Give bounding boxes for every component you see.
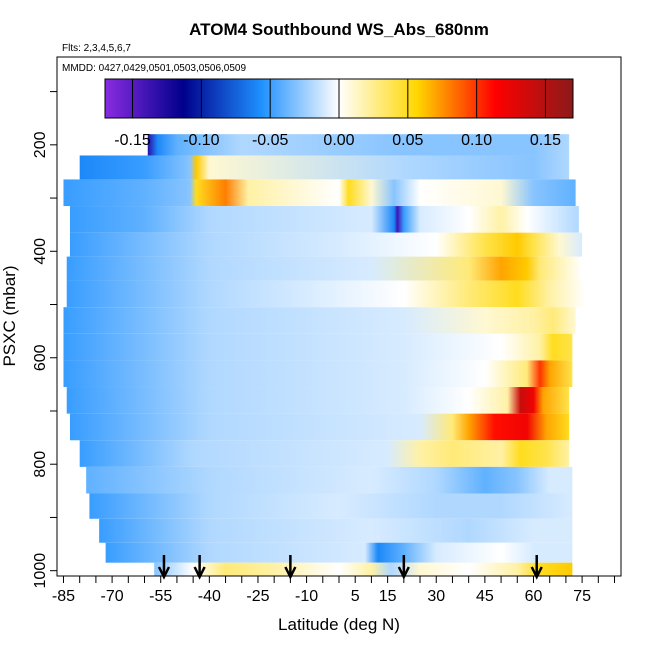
down-arrow-icon	[157, 555, 171, 580]
heatmap-row	[66, 387, 570, 414]
y-axis: 200 400 600 800 1000	[32, 91, 57, 589]
down-arrow-icon	[397, 555, 410, 580]
colorbar-tick-label: 0.05	[392, 132, 423, 149]
heatmap-row	[105, 542, 573, 563]
heatmap-row	[63, 360, 573, 388]
flight-arrows	[157, 555, 543, 580]
x-tick-label: 60	[525, 588, 543, 605]
colorbar-tick-label: -0.05	[252, 132, 289, 149]
x-tick-label: -40	[198, 588, 221, 605]
heatmap-row	[79, 155, 570, 180]
y-tick-label: 1000	[32, 553, 49, 589]
x-tick-label: -55	[149, 588, 172, 605]
colorbar-tick-label: 0.15	[530, 132, 561, 149]
dates-note: MMDD: 0427,0429,0501,0503,0506,0509	[62, 63, 246, 74]
heatmap-row	[63, 179, 576, 207]
down-arrow-icon	[193, 555, 206, 580]
heatmap-row	[63, 307, 576, 334]
x-tick-label: 15	[379, 588, 397, 605]
x-tick-label: 5	[351, 588, 360, 605]
y-tick-label: 600	[32, 344, 49, 371]
x-tick-label: -85	[52, 588, 75, 605]
x-axis: -85 -70 -55 -40 -25 -10 5 15 30 45 60 75	[52, 576, 616, 605]
heatmap-row	[66, 280, 586, 308]
heatmap-row	[63, 333, 573, 361]
heatmap-row	[69, 232, 583, 257]
heatmap-row	[69, 413, 570, 441]
colorbar-tick-label: 0.10	[461, 132, 492, 149]
heatmap-row	[147, 134, 570, 156]
y-tick-label: 800	[32, 451, 49, 478]
heatmap-row	[99, 518, 573, 543]
x-axis-label: Latitude (deg N)	[278, 615, 400, 634]
flights-note: Flts: 2,3,4,5,6,7	[62, 43, 131, 54]
x-tick-label: 45	[476, 588, 494, 605]
colorbar: -0.15 -0.10 -0.05 0.00 0.05 0.10 0.15	[104, 78, 574, 149]
colorbar-tick-label: -0.10	[183, 132, 220, 149]
heatmap-row	[79, 440, 570, 467]
heatmap-row	[89, 493, 573, 519]
y-tick-label: 200	[32, 131, 49, 158]
y-axis-label: PSXC (mbar)	[0, 265, 19, 366]
chart-title: ATOM4 Southbound WS_Abs_680nm	[189, 20, 489, 39]
down-arrow-icon	[284, 555, 297, 580]
heatmap-row	[86, 466, 573, 494]
heatmap-row	[154, 562, 573, 576]
plot-area	[63, 134, 586, 576]
x-tick-label: 30	[427, 588, 445, 605]
x-tick-label: -70	[101, 588, 124, 605]
colorbar-tick-label: 0.00	[323, 132, 354, 149]
colorbar-tick-label: -0.15	[114, 132, 151, 149]
x-tick-label: 75	[573, 588, 591, 605]
heatmap-row	[69, 206, 579, 233]
down-arrow-icon	[530, 555, 543, 580]
x-tick-label: -25	[246, 588, 269, 605]
y-tick-label: 400	[32, 238, 49, 265]
x-tick-label: -10	[295, 588, 318, 605]
heatmap-row	[66, 256, 583, 281]
